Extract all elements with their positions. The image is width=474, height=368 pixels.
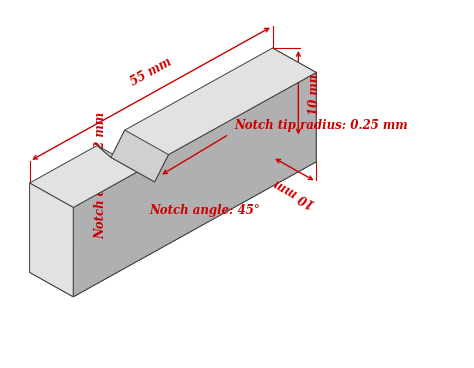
Text: Notch tip radius: 0.25 mm: Notch tip radius: 0.25 mm [234,119,408,132]
Text: Notch angle: 45°: Notch angle: 45° [150,204,260,217]
Polygon shape [29,137,316,297]
Text: 55 mm: 55 mm [128,56,174,89]
Polygon shape [273,48,316,162]
Text: 10 mm: 10 mm [272,176,317,210]
Text: Notch depth: 2 mm: Notch depth: 2 mm [95,112,108,240]
Text: 10 mm: 10 mm [308,70,321,115]
Polygon shape [29,183,73,297]
Polygon shape [29,48,316,208]
Polygon shape [97,145,155,182]
Polygon shape [73,72,316,297]
Polygon shape [111,130,168,182]
